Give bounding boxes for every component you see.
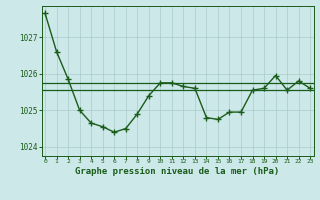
X-axis label: Graphe pression niveau de la mer (hPa): Graphe pression niveau de la mer (hPa) xyxy=(76,167,280,176)
